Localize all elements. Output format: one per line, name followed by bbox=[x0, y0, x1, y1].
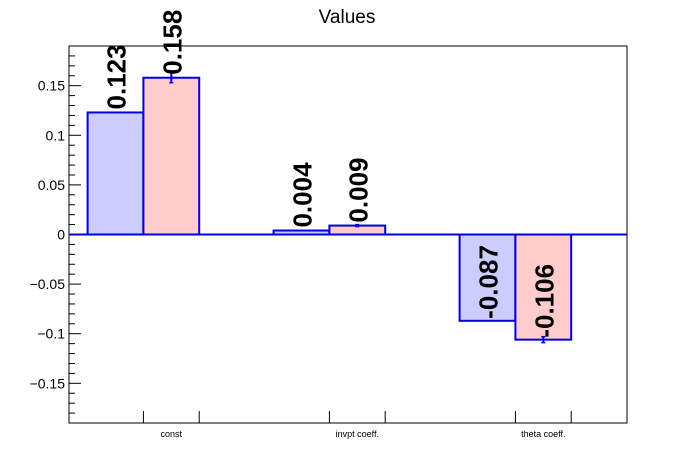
value-label: 0.009 bbox=[343, 157, 373, 222]
y-tick-label: 0.05 bbox=[38, 177, 65, 193]
chart-title: Values bbox=[319, 7, 376, 28]
y-tick-label: −0.1 bbox=[37, 326, 65, 342]
x-tick-label: theta coeff. bbox=[521, 429, 565, 439]
y-tick-label: −0.05 bbox=[30, 276, 66, 292]
x-tick-label: invpt coeff. bbox=[336, 429, 379, 439]
value-label: 0.004 bbox=[288, 162, 318, 228]
value-label: 0.158 bbox=[157, 10, 187, 75]
value-label: -0.087 bbox=[474, 245, 504, 319]
bar bbox=[458, 233, 517, 322]
y-tick-label: 0 bbox=[57, 227, 65, 243]
value-label: -0.106 bbox=[529, 264, 559, 338]
bar bbox=[142, 76, 201, 236]
x-tick-label: const bbox=[161, 429, 183, 439]
y-tick-label: 0.15 bbox=[38, 78, 65, 94]
y-tick-label: 0.1 bbox=[46, 127, 66, 143]
plot-area: −0.15 −0.1 −0.05 0 0.05 0.1 0.15 const invpt coe… bbox=[30, 10, 628, 439]
bar bbox=[86, 111, 145, 236]
y-tick-label: −0.15 bbox=[30, 375, 66, 391]
value-label: 0.123 bbox=[102, 44, 132, 109]
